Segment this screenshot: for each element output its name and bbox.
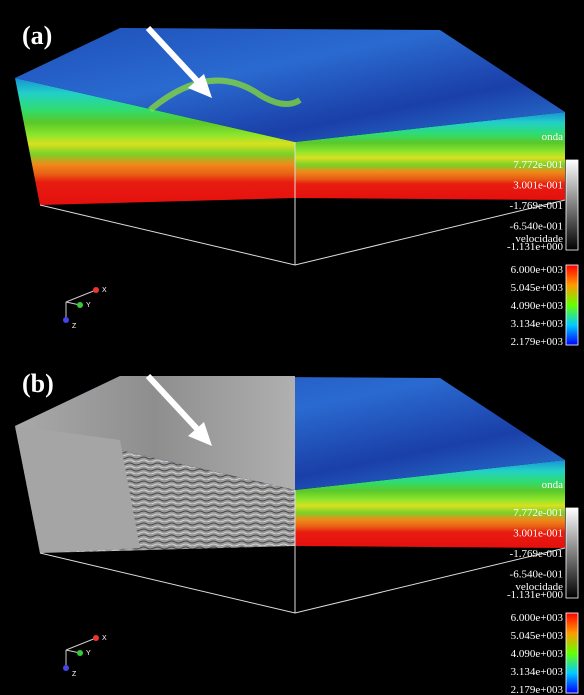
axis-label: Y — [86, 650, 91, 657]
legend-tick: 3.001e-001 — [513, 180, 563, 192]
axis-cone — [63, 317, 69, 323]
legend-title: velocidade — [515, 233, 563, 245]
axis-cone — [77, 650, 83, 656]
axis-cone — [63, 665, 69, 671]
legend-tick: 5.045e+003 — [511, 630, 564, 642]
legend-tick: 6.000e+003 — [511, 612, 564, 624]
panel-label: (b) — [22, 369, 54, 398]
legend-tick: -6.540e-001 — [510, 569, 563, 581]
legend-tick: 3.134e+003 — [511, 318, 564, 330]
legend-title: onda — [542, 131, 564, 143]
axis-label: Y — [86, 302, 91, 309]
legend-tick: 2.179e+003 — [511, 336, 564, 348]
axis-label: X — [102, 635, 107, 642]
legend-tick: -6.540e-001 — [510, 221, 563, 233]
legend-tick: -1.769e-001 — [510, 200, 563, 212]
panel-label: (a) — [22, 21, 52, 50]
colorbar — [566, 265, 578, 345]
legend-title: onda — [542, 479, 564, 491]
axis-cone — [93, 287, 99, 293]
axis-label: Z — [72, 671, 77, 678]
legend-tick: 7.772e-001 — [513, 507, 563, 519]
axis-label: Z — [72, 323, 77, 330]
legend-title: velocidade — [515, 581, 563, 593]
legend-tick: 5.045e+003 — [511, 282, 564, 294]
legend-tick: 6.000e+003 — [511, 264, 564, 276]
axis-cone — [93, 635, 99, 641]
colorbar — [566, 508, 578, 598]
axis-label: X — [102, 287, 107, 294]
axis-cone — [77, 302, 83, 308]
legend-tick: 2.179e+003 — [511, 684, 564, 695]
colorbar — [566, 613, 578, 693]
legend-tick: 7.772e-001 — [513, 159, 563, 171]
legend-tick: 4.090e+003 — [511, 300, 564, 312]
legend-tick: 3.001e-001 — [513, 528, 563, 540]
legend-tick: 4.090e+003 — [511, 648, 564, 660]
figure: (a) onda 7.772e-001 3.001e-001 -1.769e-001 -6… — [0, 0, 584, 695]
legend-tick: -1.769e-001 — [510, 548, 563, 560]
colorbar — [566, 160, 578, 250]
legend-tick: 3.134e+003 — [511, 666, 564, 678]
